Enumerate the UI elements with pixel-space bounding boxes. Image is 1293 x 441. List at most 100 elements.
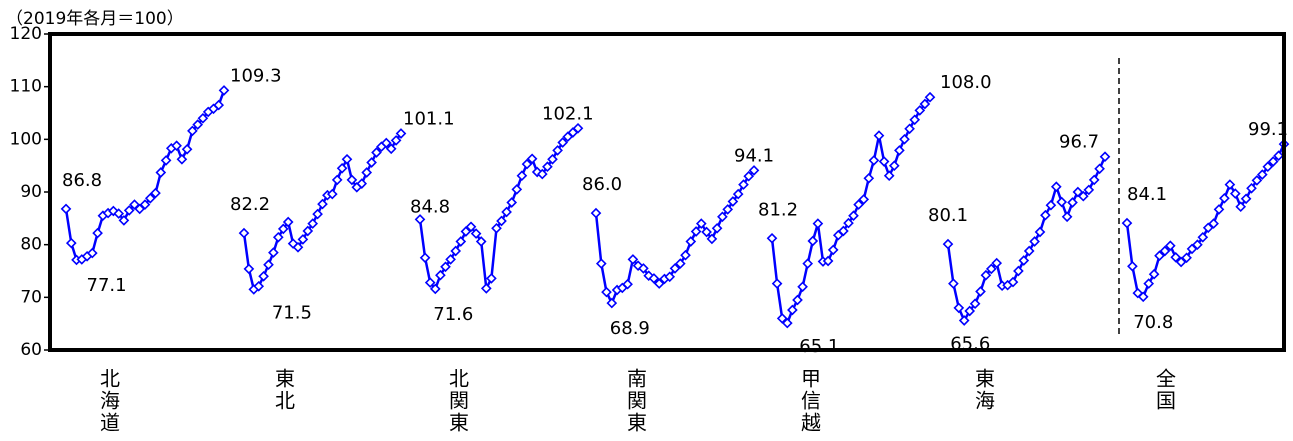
data-point: [1154, 250, 1165, 262]
data-point: [1240, 193, 1252, 205]
data-point: [501, 206, 512, 218]
start-value-label: 84.8: [410, 196, 450, 217]
data-point: [277, 223, 289, 235]
data-point: [1099, 151, 1111, 163]
data-point: [807, 235, 819, 247]
start-value-label: 86.8: [62, 170, 102, 191]
data-point: [953, 302, 965, 314]
data-point: [883, 170, 895, 182]
data-point: [1148, 268, 1160, 280]
data-point: [123, 205, 135, 216]
data-point: [1056, 196, 1068, 208]
category-label-char: 国: [1156, 389, 1176, 413]
data-point: [822, 255, 834, 267]
data-point: [414, 214, 426, 225]
data-point: [331, 174, 343, 186]
data-point: [827, 244, 839, 256]
data-point: [470, 228, 482, 239]
data-point: [1192, 239, 1203, 251]
min-value-label: 71.5: [272, 302, 312, 323]
data-point: [648, 273, 660, 284]
data-point: [975, 286, 986, 297]
data-point: [701, 226, 712, 238]
data-point: [419, 252, 431, 264]
data-point: [1213, 204, 1225, 215]
data-point: [307, 218, 319, 229]
data-point: [904, 123, 915, 135]
data-point: [1121, 217, 1133, 229]
data-point: [776, 313, 788, 324]
data-point: [371, 147, 382, 158]
data-point: [92, 227, 103, 239]
data-point: [511, 184, 523, 195]
data-point: [848, 210, 859, 222]
start-value-label: 80.1: [928, 205, 968, 226]
data-point: [638, 263, 649, 274]
data-point: [838, 225, 849, 237]
data-point: [317, 198, 328, 210]
data-point: [1137, 291, 1149, 303]
end-value-label: 99.1: [1248, 119, 1288, 140]
min-value-label: 77.1: [87, 275, 127, 296]
data-point: [722, 204, 734, 215]
data-point: [622, 278, 633, 290]
data-point: [685, 236, 697, 247]
data-point: [853, 199, 864, 210]
category-label-char: 東: [975, 367, 995, 391]
data-point: [1061, 211, 1073, 223]
data-point: [455, 236, 467, 247]
data-point: [717, 211, 728, 223]
category-label-char: 東: [627, 411, 647, 435]
data-point: [1208, 218, 1219, 229]
unit-label: （2019年各月＝100）: [6, 9, 184, 29]
data-point: [380, 137, 392, 149]
data-point: [521, 158, 533, 170]
data-point: [909, 114, 921, 126]
data-point: [460, 226, 472, 237]
data-point: [547, 153, 558, 165]
data-point: [732, 188, 744, 200]
data-point: [1018, 255, 1030, 266]
end-value-label: 96.7: [1059, 132, 1099, 153]
data-point: [552, 145, 563, 156]
data-point: [1256, 169, 1268, 180]
data-point: [601, 286, 612, 298]
data-point: [336, 162, 348, 174]
data-point: [942, 238, 954, 250]
category-label-char: 全: [1156, 367, 1176, 391]
data-point: [160, 155, 172, 166]
data-point: [958, 315, 970, 326]
data-point: [366, 157, 377, 168]
data-point: [429, 283, 441, 295]
data-point: [595, 258, 607, 269]
data-point: [781, 317, 793, 329]
y-tick-label: 100: [10, 129, 42, 149]
data-point: [948, 278, 959, 289]
data-point: [964, 305, 976, 317]
data-point: [218, 85, 230, 96]
y-tick-label: 120: [10, 24, 42, 44]
data-point: [385, 143, 397, 155]
data-point: [197, 112, 209, 124]
start-value-label: 82.2: [230, 194, 270, 215]
data-point: [557, 137, 569, 148]
data-point: [1088, 174, 1100, 186]
end-value-label: 108.0: [940, 72, 992, 93]
y-tick-label: 80: [20, 235, 42, 255]
data-point: [991, 257, 1003, 269]
data-point: [1262, 161, 1274, 173]
data-point: [792, 294, 803, 306]
data-point: [435, 269, 446, 281]
data-point: [969, 298, 981, 310]
data-point: [899, 133, 910, 145]
data-point: [526, 153, 538, 165]
data-point: [1050, 181, 1062, 193]
data-point: [643, 270, 655, 282]
data-point: [491, 222, 502, 234]
data-point: [1094, 163, 1105, 175]
data-point: [743, 170, 755, 182]
data-point: [1186, 243, 1198, 255]
data-point: [1159, 245, 1171, 257]
category-label-char: 東: [275, 367, 295, 391]
